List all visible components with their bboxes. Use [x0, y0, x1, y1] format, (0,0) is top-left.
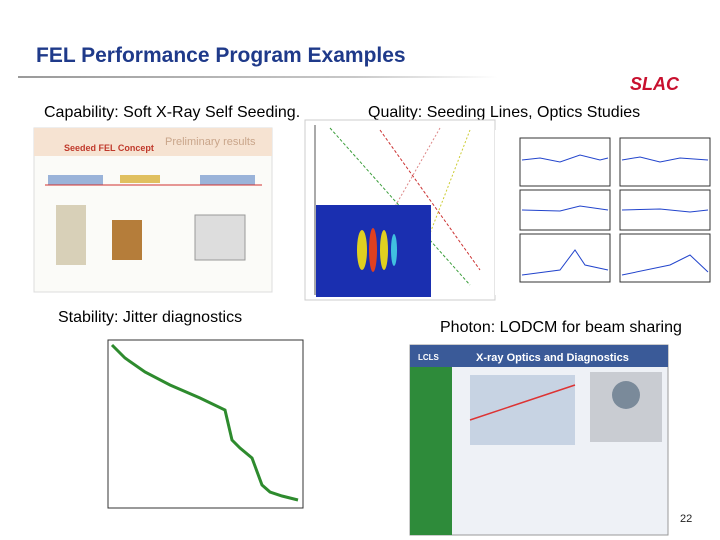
- title-rule: [18, 76, 498, 78]
- figure-seeding-lines: [304, 119, 496, 301]
- figure-lodcm: LCLS X-ray Optics and Diagnostics: [409, 344, 669, 536]
- figure-text: Seeded FEL Concept: [64, 143, 154, 153]
- figure-text: X-ray Optics and Diagnostics: [476, 352, 629, 364]
- figure-text: Preliminary results: [165, 136, 256, 148]
- caption: Photon: LODCM for beam sharing: [440, 319, 682, 336]
- figure-text: LCLS: [418, 353, 440, 362]
- figure-optics: [495, 130, 713, 295]
- page-number: 22: [680, 513, 692, 525]
- figure-seeding: Seeded FEL Concept Preliminary results: [33, 127, 273, 293]
- logo: SLAC: [630, 74, 680, 94]
- caption: Stability: Jitter diagnostics: [58, 309, 242, 326]
- caption: Quality: Seeding Lines, Optics Studies: [368, 104, 640, 121]
- caption: Capability: Soft X-Ray Self Seeding.: [44, 104, 300, 121]
- figure-jitter: [107, 339, 304, 509]
- slide-title: FEL Performance Program Examples: [36, 44, 406, 67]
